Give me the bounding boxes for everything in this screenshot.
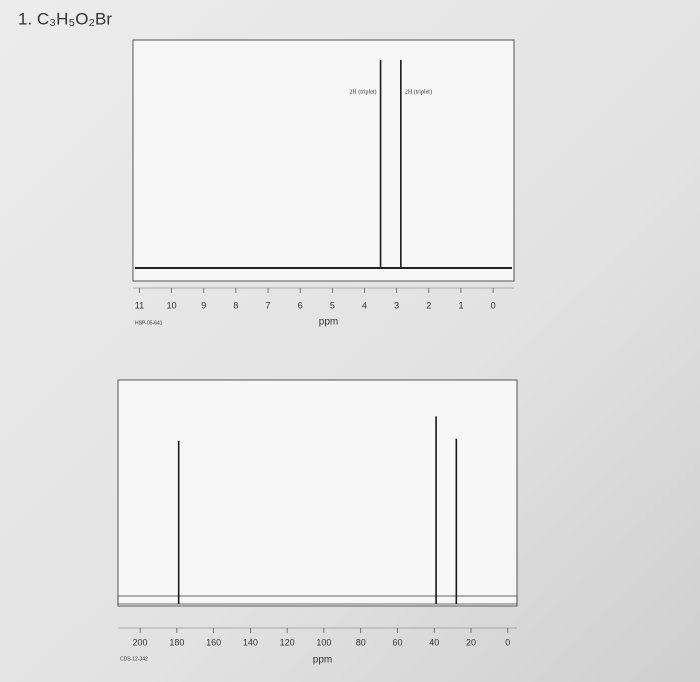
problem-title: 1. C₃H₅O₂Br bbox=[18, 9, 112, 28]
x-tick-label: 6 bbox=[298, 300, 303, 310]
x-tick-label: 180 bbox=[169, 637, 184, 647]
x-tick-label: 0 bbox=[491, 300, 496, 310]
x-tick-label: 4 bbox=[362, 300, 367, 310]
peak-annotation: 2H (triplet) bbox=[349, 88, 376, 95]
spectrum-code: CDS-12-342 bbox=[120, 656, 148, 662]
x-axis-label: ppm bbox=[319, 317, 338, 328]
baseline-band bbox=[117, 595, 518, 605]
x-axis-label: ppm bbox=[313, 655, 332, 666]
x-tick-label: 7 bbox=[266, 300, 271, 310]
x-tick-label: 200 bbox=[133, 637, 148, 647]
x-tick-label: 100 bbox=[316, 637, 331, 647]
x-tick-label: 140 bbox=[243, 637, 258, 647]
x-tick-label: 160 bbox=[206, 637, 221, 647]
x-tick-label: 0 bbox=[505, 637, 510, 647]
x-tick-label: 3 bbox=[394, 300, 399, 310]
x-tick-label: 11 bbox=[135, 300, 144, 310]
x-tick-label: 8 bbox=[233, 300, 238, 310]
x-tick-label: 120 bbox=[280, 637, 295, 647]
x-tick-label: 60 bbox=[392, 637, 402, 647]
x-tick-label: 20 bbox=[466, 637, 476, 647]
x-tick-label: 1 bbox=[458, 300, 463, 310]
x-tick-label: 9 bbox=[201, 300, 206, 310]
x-tick-label: 2 bbox=[426, 300, 431, 310]
x-tick-label: 80 bbox=[356, 637, 366, 647]
peak-annotation: 2H (triplet) bbox=[405, 88, 432, 95]
x-tick-label: 40 bbox=[429, 637, 439, 647]
plot-frame bbox=[117, 379, 518, 607]
plot-frame bbox=[132, 39, 515, 282]
x-tick-label: 5 bbox=[330, 300, 335, 310]
spectrum-code: HSP-05-641 bbox=[135, 320, 163, 326]
x-tick-label: 10 bbox=[167, 300, 177, 310]
